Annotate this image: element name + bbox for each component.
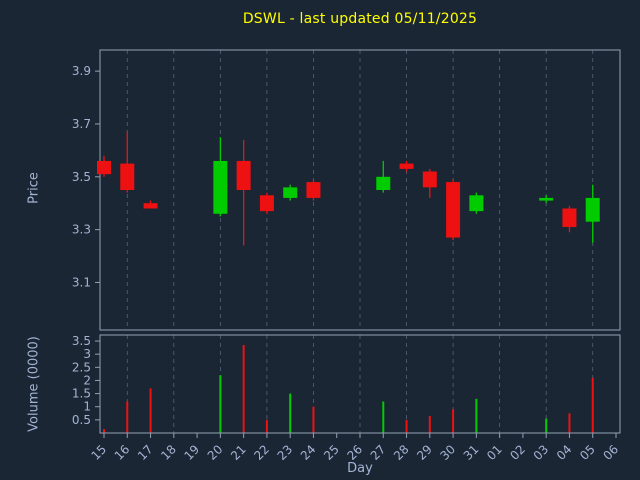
volume-tick-label: 3.5 <box>72 334 91 348</box>
day-tick-label: 22 <box>251 442 272 463</box>
candle-21 <box>236 139 251 246</box>
candle-03 <box>539 195 554 204</box>
day-tick-label: 03 <box>531 442 552 463</box>
day-tick-label: 16 <box>112 442 133 463</box>
day-tick-label: 01 <box>484 442 505 463</box>
candle-23 <box>283 184 298 201</box>
price-tick-label: 3.1 <box>72 275 91 289</box>
candle-24 <box>306 179 321 201</box>
day-tick-label: 24 <box>298 442 319 463</box>
candle-body <box>539 197 554 201</box>
volume-tick-label: 1.5 <box>72 387 91 401</box>
chart-title: DSWL - last updated 05/11/2025 <box>242 11 478 27</box>
day-tick-label: 27 <box>368 442 389 463</box>
day-tick-label: 20 <box>205 442 226 463</box>
day-tick-label: 06 <box>600 442 621 463</box>
day-tick-label: 18 <box>158 442 179 463</box>
candle-05 <box>585 184 600 243</box>
candle-22 <box>259 192 274 214</box>
candle-body <box>376 176 391 190</box>
candle-28 <box>399 160 414 172</box>
candle-body <box>120 163 135 190</box>
day-tick-label: 26 <box>344 442 365 463</box>
day-tick-label: 31 <box>461 442 482 463</box>
candle-body <box>306 182 321 198</box>
candle-30 <box>446 179 461 241</box>
candle-body <box>469 195 484 212</box>
price-tick-label: 3.9 <box>72 64 91 78</box>
candle-body <box>97 160 111 175</box>
candle-body <box>399 163 414 169</box>
candle-16 <box>120 131 135 193</box>
day-tick-label: 17 <box>135 442 156 463</box>
candle-body <box>143 203 158 209</box>
candle-27 <box>376 160 391 193</box>
volume-tick-label: 0.5 <box>72 413 91 427</box>
x-axis-label: Day <box>347 461 373 476</box>
candle-04 <box>562 205 577 233</box>
candle-body <box>446 182 461 238</box>
volume-tick-label: 2.5 <box>72 360 91 374</box>
volume-tick-label: 1 <box>83 400 91 414</box>
day-tick-label: 28 <box>391 442 412 463</box>
candle-body <box>236 160 251 190</box>
candle-body <box>585 197 600 222</box>
day-tick-label: 04 <box>554 442 575 463</box>
candle-body <box>259 195 274 212</box>
candle-body <box>562 208 577 227</box>
price-panel <box>99 49 621 331</box>
day-tick-label: 30 <box>438 442 459 463</box>
price-tick-label: 3.7 <box>72 117 91 131</box>
candle-body <box>283 187 298 198</box>
volume-tick-label: 3 <box>83 347 91 361</box>
day-tick-label: 15 <box>88 442 109 463</box>
day-tick-label: 05 <box>577 442 598 463</box>
day-tick-label: 02 <box>507 442 528 463</box>
candle-body <box>422 171 437 188</box>
volume-tick-label: 2 <box>83 373 91 387</box>
candle-body <box>213 160 228 214</box>
price-tick-label: 3.5 <box>72 170 91 184</box>
price-tick-label: 3.3 <box>72 223 91 237</box>
candle-15 <box>97 155 111 177</box>
candle-17 <box>143 200 158 209</box>
candle-20 <box>213 137 228 217</box>
candle-31 <box>469 192 484 214</box>
day-tick-label: 21 <box>228 442 249 463</box>
day-tick-label: 29 <box>414 442 435 463</box>
candle-29 <box>422 168 437 198</box>
day-tick-label: 19 <box>182 442 203 463</box>
day-tick-label: 23 <box>275 442 296 463</box>
day-tick-label: 25 <box>321 442 342 463</box>
